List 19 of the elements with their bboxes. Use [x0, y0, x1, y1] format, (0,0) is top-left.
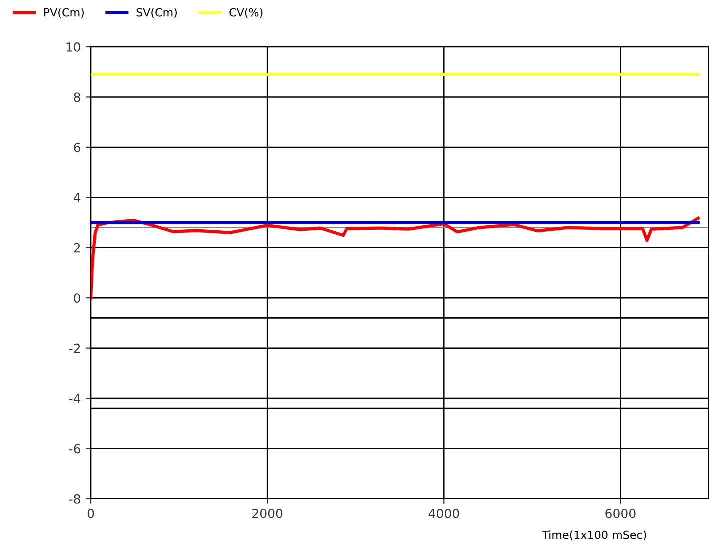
x-axis-title: Time(1x100 mSec) [542, 530, 646, 541]
x-tick-label: 2000 [252, 508, 283, 518]
x-tick-label: 0 [88, 508, 94, 518]
y-tick-label: 4 [74, 193, 81, 202]
y-tick-label: -8 [69, 494, 80, 504]
legend-label: CV(%) [230, 8, 263, 18]
y-tick-label: 0 [74, 294, 80, 304]
y-tick-label: 8 [74, 92, 80, 102]
legend-label: PV(Cm) [44, 8, 84, 18]
y-tick-label: 6 [74, 142, 80, 152]
y-tick-label: 10 [66, 42, 80, 52]
y-tick-label: 2 [74, 243, 80, 253]
x-tick-label: 6000 [606, 508, 636, 518]
x-tick-label: 4000 [428, 508, 460, 518]
y-tick-label: -4 [69, 394, 81, 404]
legend-label: SV(Cm) [136, 8, 177, 18]
line-series [91, 216, 700, 300]
y-tick-label: -2 [69, 344, 80, 354]
y-tick-label: -6 [69, 444, 80, 454]
